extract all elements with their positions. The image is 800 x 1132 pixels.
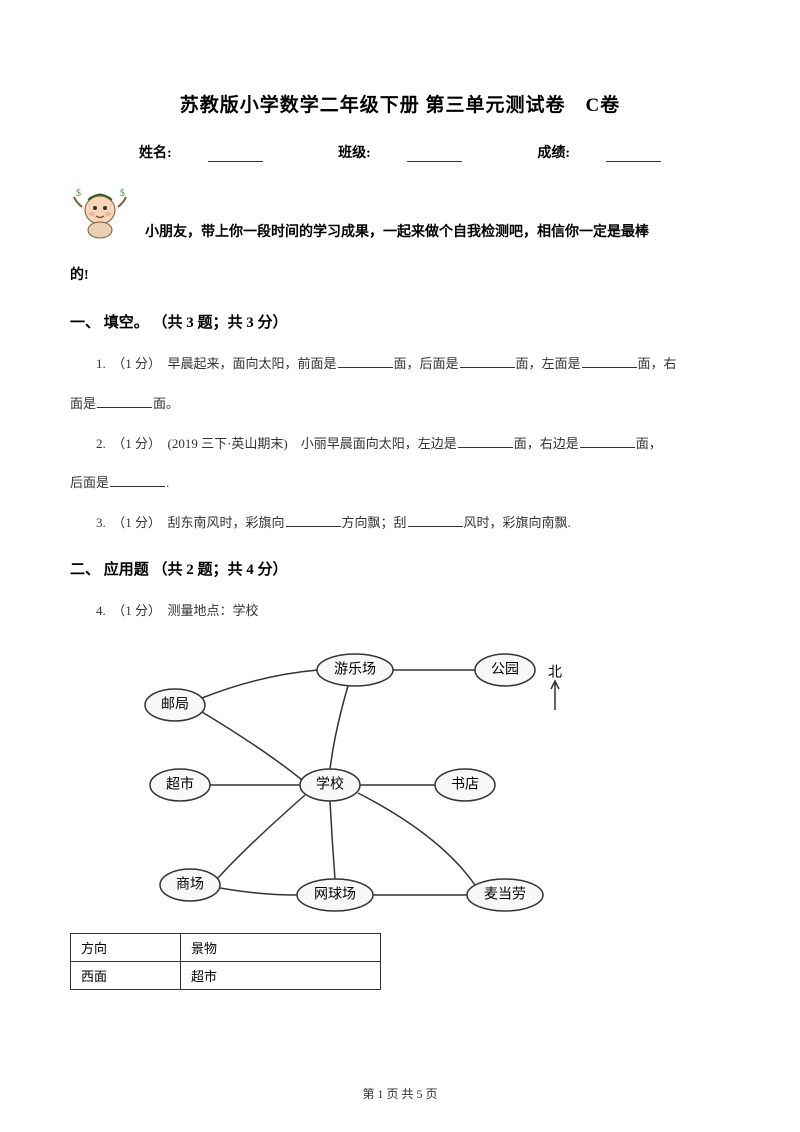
- svg-text:学校: 学校: [316, 775, 344, 792]
- question-2-cont: 后面是.: [70, 466, 730, 500]
- question-2: 2. （1 分） (2019 三下·英山期末) 小丽早晨面向太阳，左边是面，右边…: [70, 427, 730, 461]
- svg-text:公园: 公园: [491, 662, 519, 677]
- score-field: 成绩:: [519, 146, 679, 161]
- svg-text:北: 北: [548, 664, 562, 680]
- table-cell: 西面: [71, 961, 181, 989]
- svg-text:超市: 超市: [166, 775, 194, 792]
- svg-text:$: $: [76, 188, 81, 199]
- table-header-scenery: 景物: [181, 933, 381, 961]
- svg-text:游乐场: 游乐场: [334, 661, 376, 677]
- intro-row: $ $ 小朋友，带上你一段时间的学习成果，一起来做个自我检测吧，相信你一定是最棒: [70, 187, 730, 250]
- table-header-direction: 方向: [71, 933, 181, 961]
- name-field: 姓名:: [121, 146, 281, 161]
- table-cell: 超市: [181, 961, 381, 989]
- section-1-title: 一、 填空。 （共 3 题；共 3 分）: [70, 311, 730, 332]
- table-row: 方向 景物: [71, 933, 381, 961]
- section-2-title: 二、 应用题 （共 2 题；共 4 分）: [70, 558, 730, 579]
- svg-text:$: $: [120, 188, 125, 199]
- table-row: 西面 超市: [71, 961, 381, 989]
- mascot-icon: $ $: [70, 182, 130, 242]
- class-field: 班级:: [320, 146, 480, 161]
- question-3: 3. （1 分） 刮东南风时，彩旗向方向飘；刮风时，彩旗向南飘.: [70, 506, 730, 540]
- svg-text:麦当劳: 麦当劳: [484, 886, 526, 902]
- question-4: 4. （1 分） 测量地点：学校: [70, 594, 730, 628]
- intro-text-2: 的!: [70, 258, 730, 293]
- direction-table: 方向 景物 西面 超市: [70, 933, 381, 990]
- question-1: 1. （1 分） 早晨起来，面向太阳，前面是面，后面是面，左面是面，右: [70, 347, 730, 381]
- info-row: 姓名: 班级: 成绩:: [70, 142, 730, 162]
- svg-text:网球场: 网球场: [314, 886, 356, 902]
- svg-text:书店: 书店: [451, 776, 479, 792]
- page-title: 苏教版小学数学二年级下册 第三单元测试卷 C卷: [70, 90, 730, 117]
- question-1-cont: 面是面。: [70, 387, 730, 421]
- page-footer: 第 1 页 共 5 页: [0, 1085, 800, 1102]
- svg-text:商场: 商场: [176, 876, 204, 892]
- svg-text:邮局: 邮局: [161, 696, 189, 712]
- intro-text-1: 小朋友，带上你一段时间的学习成果，一起来做个自我检测吧，相信你一定是最棒: [145, 187, 649, 250]
- map-diagram: 游乐场 公园邮局超市 学校 书店商场网球场 麦当劳 北: [110, 640, 590, 925]
